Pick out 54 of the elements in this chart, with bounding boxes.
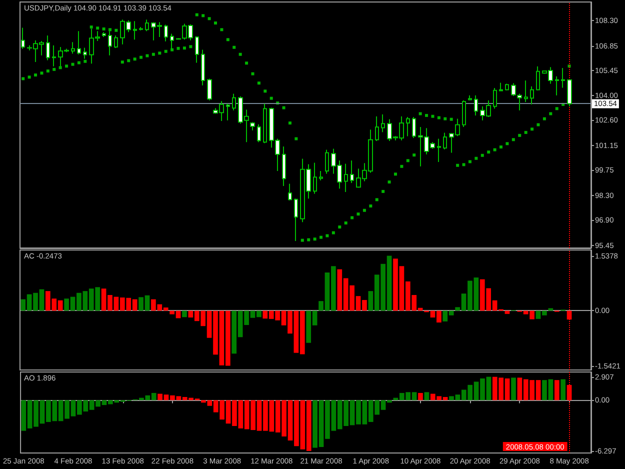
candlestick bbox=[375, 116, 379, 142]
candlestick bbox=[443, 132, 447, 150]
bar bbox=[560, 379, 566, 400]
candlestick bbox=[505, 83, 509, 91]
candlestick bbox=[325, 149, 329, 174]
candlestick bbox=[201, 49, 205, 86]
candlestick bbox=[555, 76, 559, 96]
candlestick bbox=[263, 103, 267, 144]
candlestick bbox=[114, 34, 118, 49]
candlestick bbox=[46, 34, 50, 61]
bar bbox=[504, 310, 510, 314]
candlestick bbox=[133, 20, 137, 40]
candlestick bbox=[139, 26, 143, 31]
bar bbox=[424, 392, 430, 400]
candlestick bbox=[561, 68, 565, 88]
candlestick bbox=[493, 87, 497, 110]
candlestick bbox=[164, 24, 168, 42]
candlestick bbox=[437, 138, 441, 163]
candlestick bbox=[344, 163, 348, 192]
candlestick bbox=[226, 103, 230, 121]
candlestick bbox=[313, 162, 317, 194]
candlestick bbox=[474, 94, 478, 116]
candlestick bbox=[21, 27, 25, 50]
bar bbox=[511, 378, 516, 400]
candlestick bbox=[406, 116, 410, 137]
candlestick bbox=[232, 93, 236, 111]
bar bbox=[554, 380, 560, 400]
candlestick bbox=[294, 198, 298, 242]
candlestick bbox=[288, 183, 292, 201]
candlestick bbox=[207, 78, 212, 101]
candlestick bbox=[77, 30, 81, 55]
bar bbox=[548, 308, 554, 311]
candlestick bbox=[412, 116, 416, 139]
bar bbox=[182, 310, 187, 318]
candlestick bbox=[381, 114, 385, 133]
candlestick bbox=[468, 94, 472, 101]
candlestick bbox=[282, 146, 286, 187]
candlestick bbox=[71, 42, 75, 54]
candlestick bbox=[145, 19, 149, 32]
candlestick bbox=[250, 122, 255, 131]
candlestick bbox=[102, 32, 106, 38]
candlestick bbox=[499, 82, 503, 92]
candlestick bbox=[536, 66, 540, 91]
candlestick bbox=[319, 170, 323, 181]
candlestick bbox=[524, 80, 528, 102]
candlestick bbox=[52, 44, 56, 67]
candlestick bbox=[83, 47, 87, 60]
candlestick bbox=[350, 160, 354, 184]
candlestick bbox=[257, 124, 261, 143]
candlestick bbox=[195, 36, 199, 64]
candlestick bbox=[530, 86, 534, 105]
candlestick bbox=[567, 79, 572, 107]
bar bbox=[418, 392, 423, 400]
candlestick bbox=[462, 100, 466, 128]
